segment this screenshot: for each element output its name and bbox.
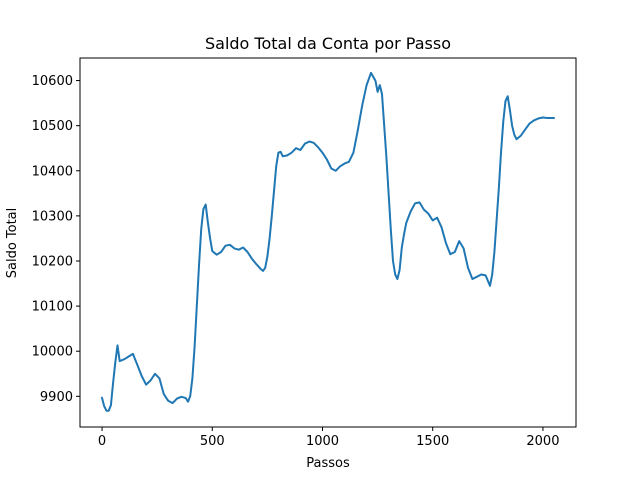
chart-title: Saldo Total da Conta por Passo [205,34,451,53]
plot-area [101,71,555,412]
y-tick-label: 10100 [32,300,73,315]
y-tick-label: 10000 [32,345,73,360]
y-tick-label: 10300 [32,209,73,224]
x-tick-label: 0 [98,434,106,449]
x-axis: 0 500 1000 1500 2000 [98,427,559,449]
series-line-0 [101,71,555,412]
x-tick-label: 1000 [306,434,339,449]
x-axis-label: Passos [306,456,350,471]
y-tick-label: 9900 [40,390,73,405]
x-tick-label: 2000 [526,434,559,449]
y-tick-label: 10600 [32,74,73,89]
y-tick-label: 10200 [32,254,73,269]
x-tick-label: 1500 [416,434,449,449]
y-axis-label: Saldo Total [5,208,20,279]
x-tick-label: 500 [200,434,225,449]
axes-frame [79,57,577,428]
y-tick-label: 10400 [32,164,73,179]
y-axis: 9900 10000 10100 10200 10300 10400 10500 10600 [32,74,80,405]
y-tick-label: 10500 [32,119,73,134]
